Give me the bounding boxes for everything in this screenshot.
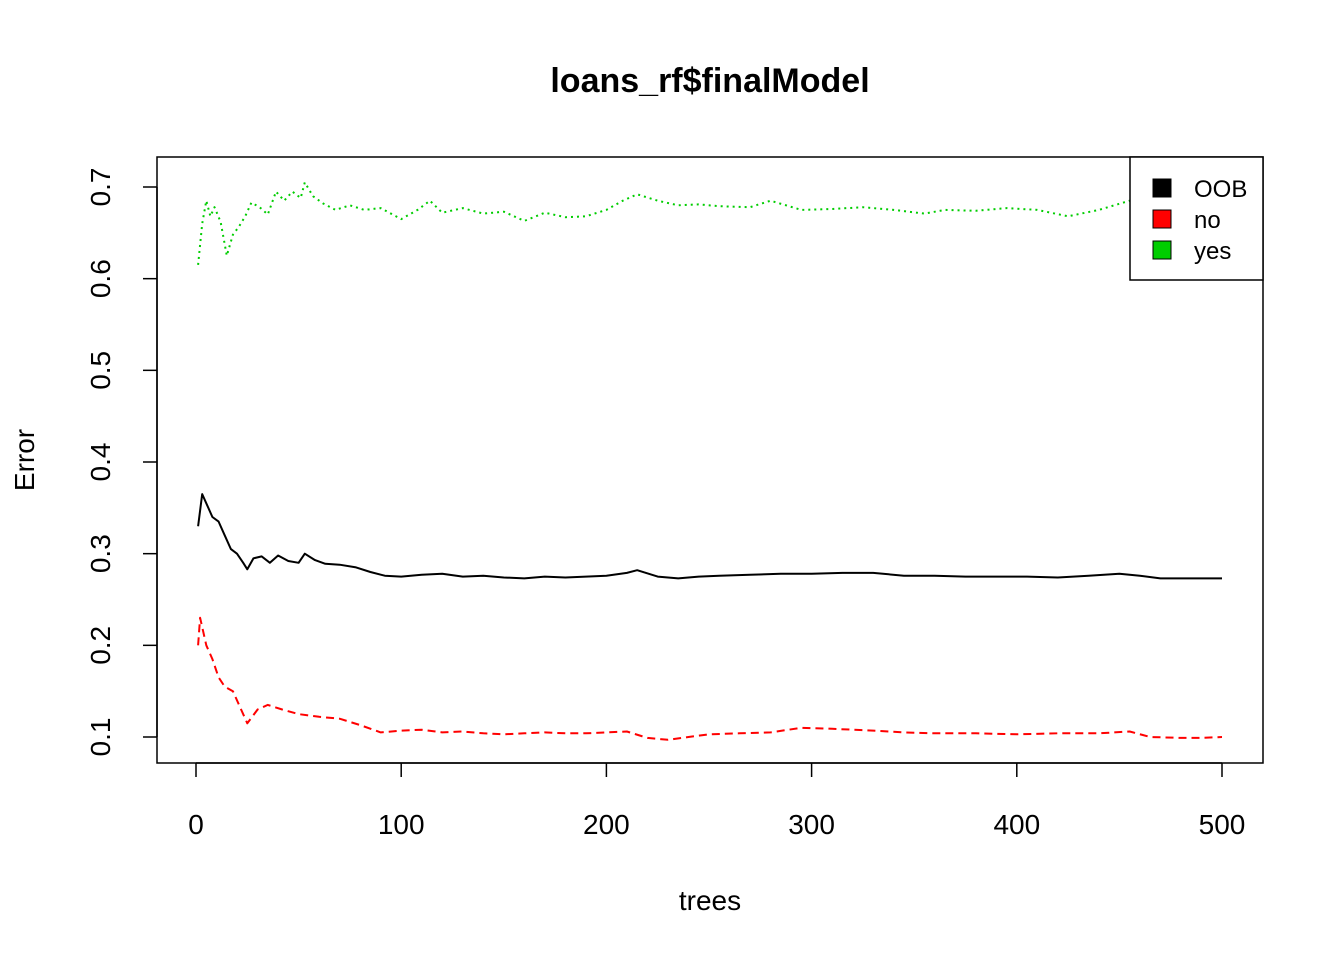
x-axis-label: trees xyxy=(679,885,741,916)
legend-label-no: no xyxy=(1194,207,1221,234)
legend-label-OOB: OOB xyxy=(1194,176,1247,203)
series-line-no xyxy=(197,616,1223,741)
legend-swatch-OOB xyxy=(1152,178,1172,198)
y-tick-label: 0.6 xyxy=(85,259,116,298)
y-tick-label: 0.4 xyxy=(85,443,116,482)
x-tick-label: 300 xyxy=(788,809,835,840)
legend-swatch-no xyxy=(1152,209,1172,229)
x-tick-label: 500 xyxy=(1199,809,1246,840)
legend-box xyxy=(1129,156,1264,281)
series-line-OOB xyxy=(197,493,1222,580)
x-tick-label: 100 xyxy=(378,809,425,840)
legend: OOB no yes xyxy=(1129,156,1264,281)
y-tick-label: 0.7 xyxy=(85,168,116,207)
plot-frame xyxy=(156,156,1264,764)
y-tick-label: 0.5 xyxy=(85,351,116,390)
y-tick-label: 0.3 xyxy=(85,534,116,573)
x-axis: 0 100 200 300 400 500 xyxy=(188,762,1246,840)
legend-label-yes: yes xyxy=(1194,238,1231,265)
y-tick-label: 0.1 xyxy=(85,718,116,757)
y-axis: 0.1 0.2 0.3 0.4 0.5 0.6 0.7 xyxy=(85,168,158,757)
series-layer xyxy=(197,181,1223,741)
x-tick-label: 200 xyxy=(583,809,630,840)
chart-title: loans_rf$finalModel xyxy=(550,62,869,100)
y-axis-label: Error xyxy=(9,429,40,491)
x-tick-label: 400 xyxy=(993,809,1040,840)
series-line-yes xyxy=(197,181,1223,265)
y-tick-label: 0.2 xyxy=(85,626,116,665)
legend-swatch-yes xyxy=(1152,240,1172,260)
x-tick-label: 0 xyxy=(188,809,204,840)
